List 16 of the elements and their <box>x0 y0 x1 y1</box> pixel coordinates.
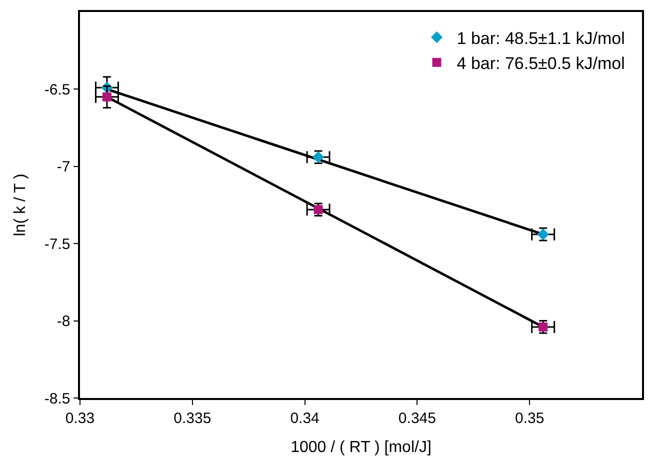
y-tick-label: -7 <box>56 158 70 176</box>
y-tick-label: -6.5 <box>44 81 70 98</box>
y-tick-label: -7.5 <box>44 236 70 253</box>
x-tick-label: 0.335 <box>174 410 212 427</box>
point <box>102 92 112 102</box>
x-tick-label: 0.345 <box>398 410 436 427</box>
x-tick-label: 0.35 <box>515 410 544 427</box>
legend-label: 1 bar: 48.5±1.1 kJ/mol <box>456 28 625 48</box>
y-axis-title: ln( k / T ) <box>12 174 29 236</box>
x-axis-title: 1000 / ( RT ) [mol/J] <box>290 438 432 456</box>
x-tick-label: 0.33 <box>65 410 95 427</box>
point <box>538 322 548 332</box>
y-tick-label: -8 <box>56 313 70 330</box>
y-tick-label: -8.5 <box>44 390 70 408</box>
legend-label: 4 bar: 76.5±0.5 kJ/mol <box>456 54 625 73</box>
x-tick-label: 0.34 <box>290 410 320 427</box>
